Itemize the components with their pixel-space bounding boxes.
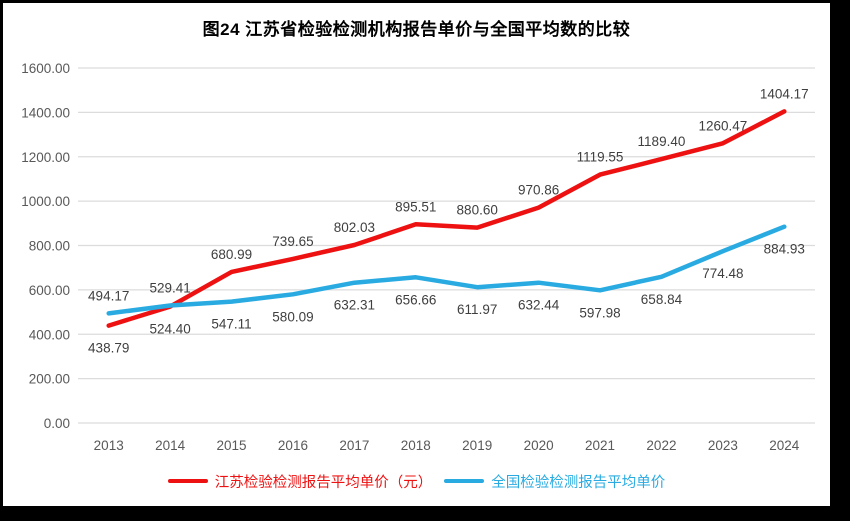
x-axis-tick-label: 2019 <box>462 438 492 453</box>
y-axis-tick-label: 1000.00 <box>21 194 70 209</box>
x-axis-tick-label: 2022 <box>646 438 676 453</box>
y-axis-tick-label: 800.00 <box>29 239 70 254</box>
chart-title: 图24 江苏省检验检测机构报告单价与全国平均数的比较 <box>202 20 631 39</box>
jiangsu-data-label: 524.40 <box>149 322 190 337</box>
jiangsu-data-label: 970.86 <box>518 183 559 198</box>
y-axis-tick-label: 600.00 <box>29 283 70 298</box>
y-axis-tick-label: 1200.00 <box>21 150 70 165</box>
y-axis-tick-label: 0.00 <box>44 416 70 431</box>
legend-label-national: 全国检验检测报告平均单价 <box>491 474 666 491</box>
y-axis-tick-label: 1400.00 <box>21 105 70 120</box>
national-series-line <box>106 224 787 316</box>
x-axis-tick-label: 2013 <box>94 438 124 453</box>
jiangsu-data-label: 895.51 <box>395 199 436 214</box>
jiangsu-data-label: 802.03 <box>334 220 375 235</box>
x-axis-tick-label: 2015 <box>217 438 247 453</box>
chart-legend: 江苏检验检测报告平均单价（元） 全国检验检测报告平均单价 <box>3 471 830 491</box>
jiangsu-data-label: 1260.47 <box>698 118 747 133</box>
national-data-label: 632.31 <box>334 298 375 313</box>
legend-label-jiangsu: 江苏检验检测报告平均单价（元） <box>214 474 433 491</box>
page-border-right <box>830 0 850 521</box>
legend-line-swatch-national <box>444 479 485 483</box>
x-axis-tick-label: 2016 <box>278 438 308 453</box>
national-data-label: 658.84 <box>641 292 683 307</box>
legend-line-swatch-jiangsu <box>167 479 208 483</box>
national-data-label: 774.48 <box>702 266 743 281</box>
x-axis-tick-label: 2014 <box>155 438 186 453</box>
national-data-label: 597.98 <box>579 305 620 320</box>
x-axis-tick-label: 2018 <box>401 438 431 453</box>
x-axis-tick-label: 2024 <box>769 438 800 453</box>
y-axis-tick-label: 200.00 <box>29 372 70 387</box>
jiangsu-data-label: 680.99 <box>211 247 252 262</box>
page-border-left <box>0 0 3 521</box>
x-axis-tick-label: 2023 <box>708 438 738 453</box>
national-data-label: 547.11 <box>211 317 251 332</box>
national-data-label: 632.44 <box>518 298 560 313</box>
legend-item-jiangsu: 江苏检验检测报告平均单价（元） <box>167 471 433 492</box>
national-data-label: 611.97 <box>457 302 497 317</box>
page-border-top <box>0 0 850 3</box>
jiangsu-data-label: 438.79 <box>88 341 129 356</box>
x-axis-tick-label: 2021 <box>585 438 615 453</box>
jiangsu-data-label: 1189.40 <box>638 134 686 149</box>
jiangsu-data-label: 880.60 <box>457 203 498 218</box>
page-border-bottom <box>0 506 850 521</box>
jiangsu-data-label: 1119.55 <box>577 150 624 165</box>
jiangsu-data-label: 739.65 <box>272 234 313 249</box>
x-axis-tick-label: 2017 <box>339 438 369 453</box>
national-data-label: 494.17 <box>88 288 129 303</box>
national-data-label: 656.66 <box>395 292 436 307</box>
national-data-label: 884.93 <box>764 242 805 257</box>
national-data-label: 529.41 <box>149 281 190 296</box>
jiangsu-series-line <box>106 109 787 328</box>
legend-item-national: 全国检验检测报告平均单价 <box>444 471 665 492</box>
national-data-label: 580.09 <box>272 309 313 324</box>
y-axis-tick-label: 1600.00 <box>21 61 70 76</box>
x-axis-tick-label: 2020 <box>524 438 554 453</box>
y-axis-tick-label: 400.00 <box>29 327 70 342</box>
jiangsu-data-label: 1404.17 <box>760 86 809 101</box>
